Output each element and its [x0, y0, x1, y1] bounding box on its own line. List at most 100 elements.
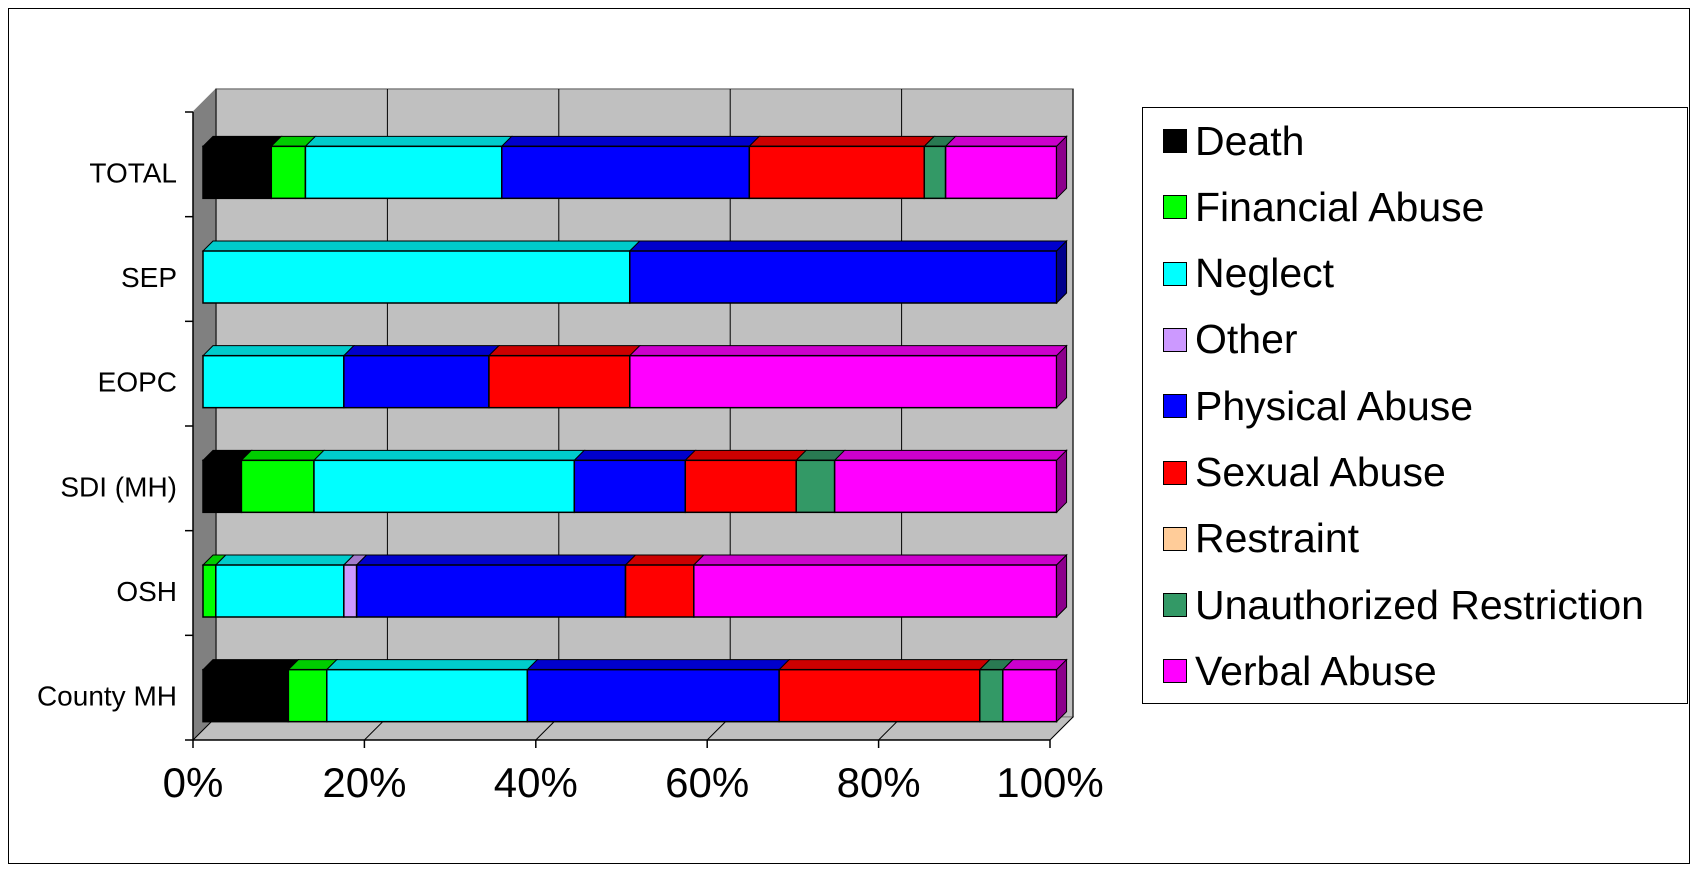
x-tick-label: 100%	[996, 759, 1103, 806]
bar-top	[214, 554, 356, 566]
bar-segment	[526, 668, 780, 723]
bar-segment	[202, 354, 345, 409]
bar-segment	[202, 564, 217, 618]
legend-item: Restraint	[1163, 514, 1359, 564]
bar-top	[573, 449, 697, 461]
bar-segment	[343, 564, 358, 618]
legend-label: Death	[1195, 117, 1305, 164]
legend-item: Neglect	[1163, 249, 1334, 299]
bar-top	[833, 449, 1068, 461]
legend-swatch	[1163, 659, 1187, 684]
chart-plot: 0% 20% 40% 60% 80% 100% County MH OSH SDI (MH) EO…	[37, 87, 1104, 806]
legend-swatch	[1163, 526, 1187, 551]
bar-segment	[944, 145, 1058, 200]
bar-segment	[215, 564, 345, 618]
legend-item: Verbal Abuse	[1163, 646, 1437, 696]
bar-top	[748, 135, 936, 147]
bar-top	[304, 135, 513, 147]
bar-segment	[202, 668, 290, 723]
x-tick-label: 0%	[163, 759, 224, 806]
legend-label: Physical Abuse	[1195, 382, 1474, 429]
x-tick-label: 80%	[837, 759, 921, 806]
legend-swatch	[1163, 460, 1187, 485]
y-tick-label: OSH	[116, 576, 177, 607]
bar-top	[201, 240, 641, 252]
y-tick-label: TOTAL	[89, 157, 177, 188]
bar-top	[628, 240, 1068, 252]
legend-item: Physical Abuse	[1163, 381, 1473, 431]
bar-top	[777, 659, 991, 671]
bar-segment	[270, 145, 307, 200]
bar-segment	[355, 564, 627, 618]
bar-segment	[795, 459, 836, 514]
bar-segment	[833, 459, 1058, 514]
bar-side	[1056, 658, 1068, 723]
bar-segment	[240, 459, 315, 514]
bar-top	[1001, 659, 1068, 671]
legend-swatch	[1163, 327, 1187, 352]
bar-segment	[748, 145, 926, 200]
legend-item: Unauthorized Restriction	[1163, 580, 1644, 630]
bar-side	[1056, 553, 1068, 619]
bar-segment	[326, 668, 529, 723]
bar-top	[500, 135, 761, 147]
bar-segment	[778, 668, 981, 723]
bar-side	[1056, 449, 1068, 514]
bar-segment	[684, 459, 797, 514]
bar-segment	[573, 459, 687, 514]
legend-label: Unauthorized Restriction	[1195, 581, 1644, 628]
bar-segment	[693, 564, 1058, 618]
y-tick-label: SEP	[121, 262, 177, 293]
bar-top	[201, 659, 300, 671]
legend-swatch	[1163, 394, 1187, 419]
bar-segment	[923, 145, 947, 200]
legend-swatch	[1163, 593, 1187, 618]
legend-swatch	[1163, 261, 1187, 286]
legend-label: Verbal Abuse	[1195, 647, 1437, 694]
bar-top	[312, 449, 586, 461]
bar-top	[526, 659, 791, 671]
bar-segment	[343, 354, 490, 409]
bar-segment	[488, 354, 631, 409]
chart-legend: Death Financial Abuse Neglect Other Physical…	[1142, 107, 1688, 704]
bar-top	[628, 345, 1068, 357]
bar-segment	[202, 145, 273, 200]
gridline-floor	[1049, 716, 1074, 741]
bar-segment	[304, 145, 503, 200]
y-tick-label: SDI (MH)	[60, 471, 177, 502]
x-tick-label: 40%	[494, 759, 578, 806]
legend-item: Sexual Abuse	[1163, 448, 1446, 498]
bar-segment	[313, 459, 576, 514]
legend-swatch	[1163, 195, 1187, 220]
bar-side	[1056, 239, 1068, 305]
legend-label: Financial Abuse	[1195, 183, 1485, 230]
bar-segment	[624, 564, 695, 618]
y-tick-label: County MH	[37, 681, 177, 712]
legend-label: Restraint	[1195, 515, 1360, 562]
bar-top	[201, 135, 283, 147]
bar-segment	[287, 668, 328, 723]
y-tick-label: EOPC	[98, 367, 177, 398]
legend-item: Financial Abuse	[1163, 182, 1484, 232]
bar-top	[201, 345, 356, 357]
bar-top	[624, 554, 706, 566]
bar-top	[342, 345, 501, 357]
legend-label: Neglect	[1195, 250, 1335, 297]
bar-top	[944, 135, 1068, 147]
bar-top	[355, 554, 637, 566]
x-tick-label: 20%	[322, 759, 406, 806]
legend-swatch	[1163, 129, 1187, 153]
bar-top	[692, 554, 1068, 566]
bar-segment	[202, 459, 243, 514]
bar-top	[325, 659, 539, 671]
bar-segment	[629, 250, 1058, 304]
bar-segment	[979, 668, 1004, 723]
legend-label: Sexual Abuse	[1195, 449, 1446, 495]
bar-segment	[1002, 668, 1058, 723]
x-tick-label: 60%	[665, 759, 749, 806]
bar-top	[240, 449, 326, 461]
bar-side	[1056, 344, 1068, 409]
bar-side	[1056, 135, 1068, 200]
bar-segment	[501, 145, 751, 200]
bar-segment	[629, 354, 1058, 409]
